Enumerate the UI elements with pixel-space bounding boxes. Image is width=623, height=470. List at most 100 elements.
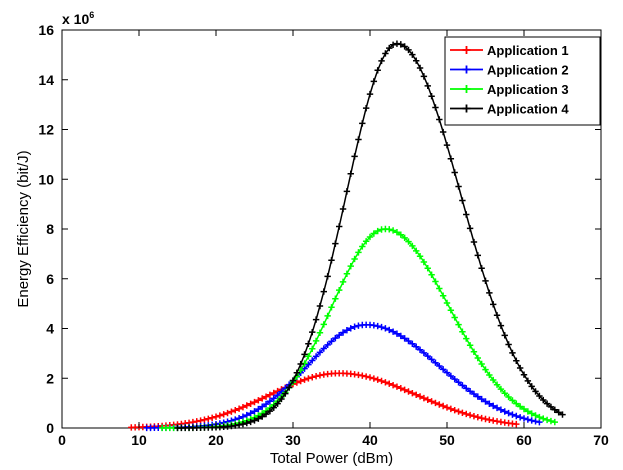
data-point-marker [343, 188, 351, 195]
data-point-marker [243, 411, 250, 419]
data-point-marker [547, 403, 555, 411]
data-point-marker [505, 409, 512, 417]
data-point-marker [451, 169, 458, 176]
data-point-marker [439, 402, 447, 410]
data-point-marker [320, 345, 327, 352]
data-point-marker [432, 104, 439, 111]
data-point-marker [305, 353, 312, 360]
data-point-marker [439, 292, 447, 299]
data-point-marker [428, 356, 435, 363]
data-point-marker [370, 230, 378, 237]
data-point-marker [232, 407, 239, 414]
data-point-marker [455, 183, 462, 190]
data-point-marker [409, 389, 416, 397]
data-point-marker [312, 337, 320, 345]
data-point-marker [393, 383, 401, 390]
data-point-marker [224, 409, 231, 417]
data-point-marker [247, 410, 254, 417]
data-point-marker [547, 417, 555, 425]
data-point-marker [386, 326, 393, 334]
data-point-marker [474, 413, 481, 421]
data-point-marker [285, 384, 293, 391]
data-point-marker [270, 395, 277, 402]
data-point-marker [540, 415, 547, 422]
data-point-marker [486, 289, 493, 297]
data-point-marker [266, 398, 274, 405]
data-point-marker [513, 412, 520, 420]
data-point-marker [516, 364, 524, 372]
data-point-marker [220, 411, 227, 418]
data-point-marker [405, 46, 412, 54]
legend-label: Application 1 [487, 43, 569, 58]
data-point-marker [201, 416, 208, 423]
data-point-marker [436, 116, 443, 123]
data-point-marker [413, 247, 420, 255]
data-point-marker [436, 285, 443, 292]
data-point-marker [324, 312, 331, 320]
data-point-marker [274, 391, 281, 399]
data-point-marker [332, 240, 339, 247]
data-point-marker [551, 418, 558, 426]
data-point-marker [432, 278, 439, 285]
data-point-marker [216, 412, 224, 419]
data-point-marker [382, 325, 389, 332]
data-point-marker [428, 93, 435, 100]
data-point-marker [336, 286, 343, 294]
y-tick-label: 2 [46, 370, 54, 386]
data-point-marker [305, 375, 312, 382]
data-point-marker [497, 322, 505, 329]
data-point-marker [235, 421, 243, 429]
legend: Application 1 Application 2 Application 3 A… [444, 36, 601, 126]
data-point-marker [343, 270, 351, 278]
data-point-marker [309, 357, 316, 364]
data-point-marker [528, 417, 535, 424]
data-point-marker [386, 226, 393, 233]
data-point-marker [409, 51, 416, 58]
data-point-marker [359, 372, 366, 379]
data-point-marker [259, 395, 266, 402]
data-point-marker [389, 41, 397, 48]
data-point-marker [301, 376, 308, 383]
legend-label: Application 3 [487, 82, 569, 97]
data-point-marker [359, 120, 366, 127]
data-point-marker [270, 404, 277, 411]
data-point-marker [443, 369, 451, 376]
data-point-marker [516, 403, 524, 410]
data-point-marker [516, 414, 524, 421]
data-point-marker [447, 372, 455, 380]
data-point-marker [266, 407, 274, 415]
data-point-marker [235, 405, 243, 412]
data-point-marker [482, 398, 489, 405]
data-point-marker [393, 229, 401, 236]
data-point-marker [451, 314, 458, 321]
data-point-marker [493, 381, 501, 388]
data-point-marker [328, 338, 335, 345]
data-point-marker [474, 354, 481, 362]
data-point-marker [270, 389, 277, 397]
data-point-marker [205, 415, 212, 423]
data-point-marker [301, 351, 308, 358]
x-tick-label: 70 [593, 432, 609, 448]
data-point-marker [501, 390, 508, 397]
data-point-marker [255, 405, 262, 413]
data-point-marker [486, 400, 493, 407]
data-point-marker [351, 153, 358, 160]
data-point-marker [312, 373, 320, 380]
data-point-marker [247, 400, 254, 408]
data-point-marker [386, 44, 393, 52]
data-point-marker [443, 404, 451, 411]
data-point-marker [405, 238, 412, 245]
data-point-marker [262, 410, 270, 418]
data-point-marker [424, 352, 431, 360]
data-point-marker [362, 373, 370, 380]
axis-tick-labels: 0 10 20 30 40 50 60 70 0 2 4 6 8 10 12 14 16 [38, 22, 609, 448]
data-point-marker [478, 265, 485, 272]
data-point-marker [251, 417, 258, 424]
data-point-marker [239, 420, 247, 428]
data-point-marker [328, 304, 335, 311]
legend-label: Application 2 [487, 63, 569, 78]
data-point-marker [401, 335, 408, 342]
data-point-marker [459, 409, 466, 416]
data-point-marker [466, 387, 474, 395]
data-point-marker [278, 395, 285, 403]
